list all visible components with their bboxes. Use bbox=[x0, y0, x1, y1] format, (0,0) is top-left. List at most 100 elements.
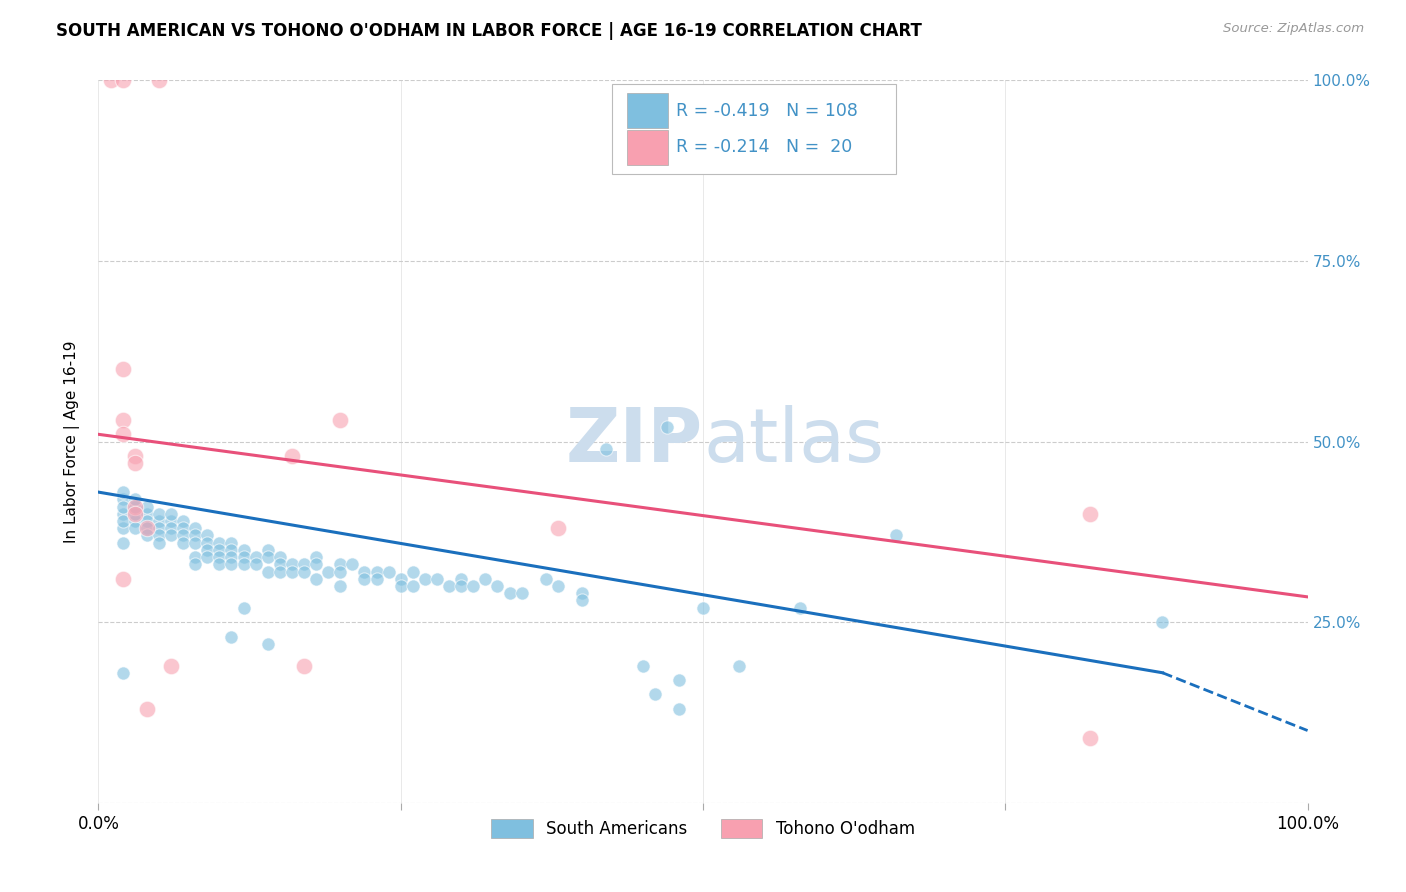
Point bbox=[135, 702, 157, 716]
Point bbox=[148, 528, 170, 542]
Point bbox=[292, 558, 315, 572]
Point bbox=[256, 550, 278, 565]
Point bbox=[148, 521, 170, 535]
Point bbox=[366, 572, 388, 586]
Text: R = -0.214   N =  20: R = -0.214 N = 20 bbox=[676, 138, 852, 156]
Point bbox=[644, 687, 666, 701]
Point bbox=[498, 586, 520, 600]
Point bbox=[486, 579, 509, 593]
Point bbox=[886, 528, 908, 542]
Point bbox=[135, 514, 157, 528]
Point bbox=[148, 73, 170, 87]
Text: atlas: atlas bbox=[703, 405, 884, 478]
Point bbox=[100, 73, 122, 87]
Point bbox=[124, 456, 146, 470]
Point bbox=[595, 442, 617, 456]
Point bbox=[510, 586, 533, 600]
Point bbox=[329, 579, 352, 593]
Point bbox=[111, 500, 134, 514]
Point bbox=[728, 658, 751, 673]
Point bbox=[316, 565, 339, 579]
Point bbox=[292, 658, 315, 673]
Point bbox=[195, 528, 218, 542]
Point bbox=[208, 550, 231, 565]
Point bbox=[160, 514, 183, 528]
Point bbox=[1078, 731, 1101, 745]
Point bbox=[135, 500, 157, 514]
Point bbox=[111, 665, 134, 680]
Point bbox=[281, 558, 304, 572]
Point bbox=[245, 550, 267, 565]
Point bbox=[474, 572, 496, 586]
Point bbox=[329, 565, 352, 579]
Point bbox=[135, 521, 157, 535]
Point bbox=[111, 73, 134, 87]
Point bbox=[208, 558, 231, 572]
Point bbox=[135, 528, 157, 542]
Point bbox=[402, 579, 425, 593]
Point bbox=[111, 362, 134, 376]
FancyBboxPatch shape bbox=[627, 130, 668, 165]
Point bbox=[172, 514, 194, 528]
Point bbox=[124, 449, 146, 463]
Point bbox=[124, 507, 146, 521]
Point bbox=[148, 507, 170, 521]
Point bbox=[160, 658, 183, 673]
Point bbox=[1152, 615, 1174, 630]
Point bbox=[221, 535, 243, 549]
FancyBboxPatch shape bbox=[627, 94, 668, 128]
Point bbox=[269, 565, 291, 579]
Point bbox=[221, 558, 243, 572]
Point bbox=[232, 600, 254, 615]
Point bbox=[172, 521, 194, 535]
Point bbox=[208, 535, 231, 549]
Point bbox=[534, 572, 557, 586]
Point bbox=[184, 558, 207, 572]
Point bbox=[124, 521, 146, 535]
Point bbox=[124, 492, 146, 507]
Text: Source: ZipAtlas.com: Source: ZipAtlas.com bbox=[1223, 22, 1364, 36]
Point bbox=[135, 507, 157, 521]
Point bbox=[172, 535, 194, 549]
Point bbox=[426, 572, 449, 586]
Point bbox=[547, 579, 569, 593]
Point bbox=[353, 572, 375, 586]
Point bbox=[450, 572, 472, 586]
Point bbox=[377, 565, 399, 579]
Point bbox=[148, 514, 170, 528]
Point bbox=[111, 427, 134, 442]
Point bbox=[389, 572, 412, 586]
Text: ZIP: ZIP bbox=[565, 405, 703, 478]
Text: SOUTH AMERICAN VS TOHONO O'ODHAM IN LABOR FORCE | AGE 16-19 CORRELATION CHART: SOUTH AMERICAN VS TOHONO O'ODHAM IN LABO… bbox=[56, 22, 922, 40]
Point bbox=[111, 485, 134, 500]
Point bbox=[232, 550, 254, 565]
Point bbox=[160, 521, 183, 535]
Point bbox=[111, 413, 134, 427]
Point bbox=[124, 500, 146, 514]
Point bbox=[269, 550, 291, 565]
Point bbox=[184, 521, 207, 535]
Point bbox=[463, 579, 485, 593]
Point bbox=[221, 550, 243, 565]
Point bbox=[668, 673, 690, 687]
Point bbox=[124, 514, 146, 528]
Point bbox=[111, 492, 134, 507]
Point bbox=[124, 507, 146, 521]
Point bbox=[221, 542, 243, 557]
Point bbox=[547, 521, 569, 535]
Point bbox=[437, 579, 460, 593]
Point bbox=[292, 565, 315, 579]
Point bbox=[256, 565, 278, 579]
Point bbox=[389, 579, 412, 593]
Point bbox=[160, 507, 183, 521]
Point bbox=[342, 558, 364, 572]
Point bbox=[571, 593, 593, 607]
Legend: South Americans, Tohono O'odham: South Americans, Tohono O'odham bbox=[485, 813, 921, 845]
Point bbox=[668, 702, 690, 716]
Point bbox=[402, 565, 425, 579]
Point bbox=[135, 521, 157, 535]
Point bbox=[655, 420, 678, 434]
Point bbox=[160, 528, 183, 542]
Text: R = -0.419   N = 108: R = -0.419 N = 108 bbox=[676, 102, 858, 120]
Point bbox=[245, 558, 267, 572]
